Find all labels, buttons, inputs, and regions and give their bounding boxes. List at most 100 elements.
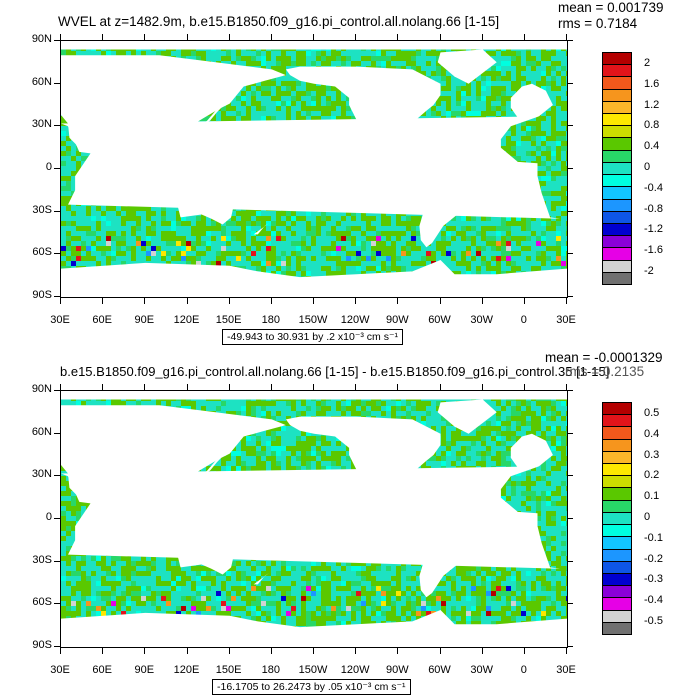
x-tick-mark [228,298,230,304]
x-tick-label: 0 [520,664,527,676]
colorbar-label: 0 [644,511,651,523]
x-tick-mark [355,648,357,654]
y-tick-mark [567,82,573,84]
x-tick-label: 0 [520,314,527,326]
y-tick-mark [54,210,60,212]
x-tick-mark [186,34,188,40]
x-tick-mark [228,384,230,390]
land-polygon [201,106,223,125]
land-polygon [61,466,560,569]
x-tick-label: 120E [173,314,200,326]
land-polygon [285,416,441,508]
colorbar-swatch [602,125,632,139]
bottom-panel: b.e15.B1850.f09_g16.pi_control.all.nolan… [0,350,700,700]
colorbar-swatch [602,76,632,90]
y-tick-label: 30S [32,203,52,216]
y-tick-label: 60S [32,596,52,609]
x-tick-label: 30W [470,664,493,676]
x-tick-label: 120W [340,314,370,326]
x-tick-mark [397,384,399,390]
colorbar-swatch [602,499,632,513]
y-tick-mark [567,646,573,647]
land-mask [61,41,567,297]
x-tick-label: 150E [215,664,242,676]
colorbar-swatch [602,222,632,237]
land-polygon [437,399,497,434]
x-tick-mark [566,298,567,304]
colorbar-label: 1.2 [644,98,660,111]
land-polygon [61,610,567,647]
colorbar-swatch [602,548,632,562]
y-tick-mark [567,518,573,519]
x-tick-mark [355,384,357,390]
colorbar-label: -1.2 [644,223,663,236]
colorbar-label: 1.6 [644,77,660,90]
colorbar-swatch [602,198,632,212]
colorbar-label: -0.1 [644,531,663,544]
x-tick-mark [523,34,525,40]
y-tick-mark [567,432,573,434]
x-tick-mark [144,34,146,40]
land-polygon [61,41,567,50]
ocean-map [60,40,568,298]
x-tick-mark [186,298,188,304]
y-tick-mark [567,125,573,127]
x-tick-label: 60E [92,664,112,676]
x-tick-mark [270,34,272,40]
y-tick-mark [54,432,60,434]
land-polygon [437,49,497,84]
y-tick-mark [54,82,60,84]
x-tick-mark [313,648,314,654]
x-tick-mark [397,298,399,304]
x-tick-mark [60,34,61,40]
x-tick-label: 90W [386,664,409,676]
colorbar-swatch [602,572,632,587]
colorbar-label: -1.6 [644,244,663,257]
y-tick-label: 30N [31,468,52,481]
x-tick-mark [566,648,567,654]
colorbar-swatch [602,524,632,538]
land-polygon [61,405,286,517]
y-tick-mark [567,210,573,212]
x-tick-label: 150W [298,314,328,326]
x-tick-mark [60,648,61,654]
x-tick-mark [270,648,272,654]
land-polygon [61,260,567,297]
plot-title: b.e15.B1850.f09_g16.pi_control.all.nolan… [60,364,610,379]
colorbar-label: 0 [644,161,651,173]
x-tick-mark [102,34,104,40]
y-tick-label: 90S [32,639,52,651]
colorbar-label: -0.8 [644,202,663,215]
y-tick-mark [54,646,60,647]
colorbar-label: -2 [644,264,654,277]
x-tick-label: 60W [428,314,451,326]
x-tick-label: 150W [298,664,328,676]
mean-value: mean = 0.001739 [558,0,664,15]
x-tick-label: 30W [470,314,493,326]
colorbar-swatch [602,450,632,465]
x-tick-mark [481,34,483,40]
colorbar-label: 0.8 [644,119,660,132]
land-polygon [80,190,90,205]
y-tick-mark [54,40,60,41]
y-tick-mark [54,253,60,255]
x-tick-label: 150E [215,314,242,326]
colorbar-swatch [602,149,632,163]
x-tick-mark [481,298,483,304]
land-polygon [285,66,441,158]
x-tick-mark [355,34,357,40]
x-tick-label: 90E [134,664,155,676]
y-tick-label: 90N [31,33,52,45]
colorbar-label: 0.5 [644,407,660,420]
y-tick-mark [567,560,573,562]
x-tick-label: 120E [173,664,200,676]
colorbar-swatch [602,621,632,635]
x-tick-mark [481,648,483,654]
colorbar-label: -0.4 [644,594,663,607]
x-tick-label: 90E [134,314,155,326]
y-tick-label: 60N [31,75,52,88]
ocean-map [60,390,568,648]
contour-range-label: -49.943 to 30.931 by .2 x10⁻³ cm s⁻¹ [222,329,404,345]
mean-value: mean = -0.0001329 [545,350,663,365]
contour-range-label: -16.1705 to 26.2473 by .05 x10⁻³ cm s⁻¹ [212,679,411,695]
